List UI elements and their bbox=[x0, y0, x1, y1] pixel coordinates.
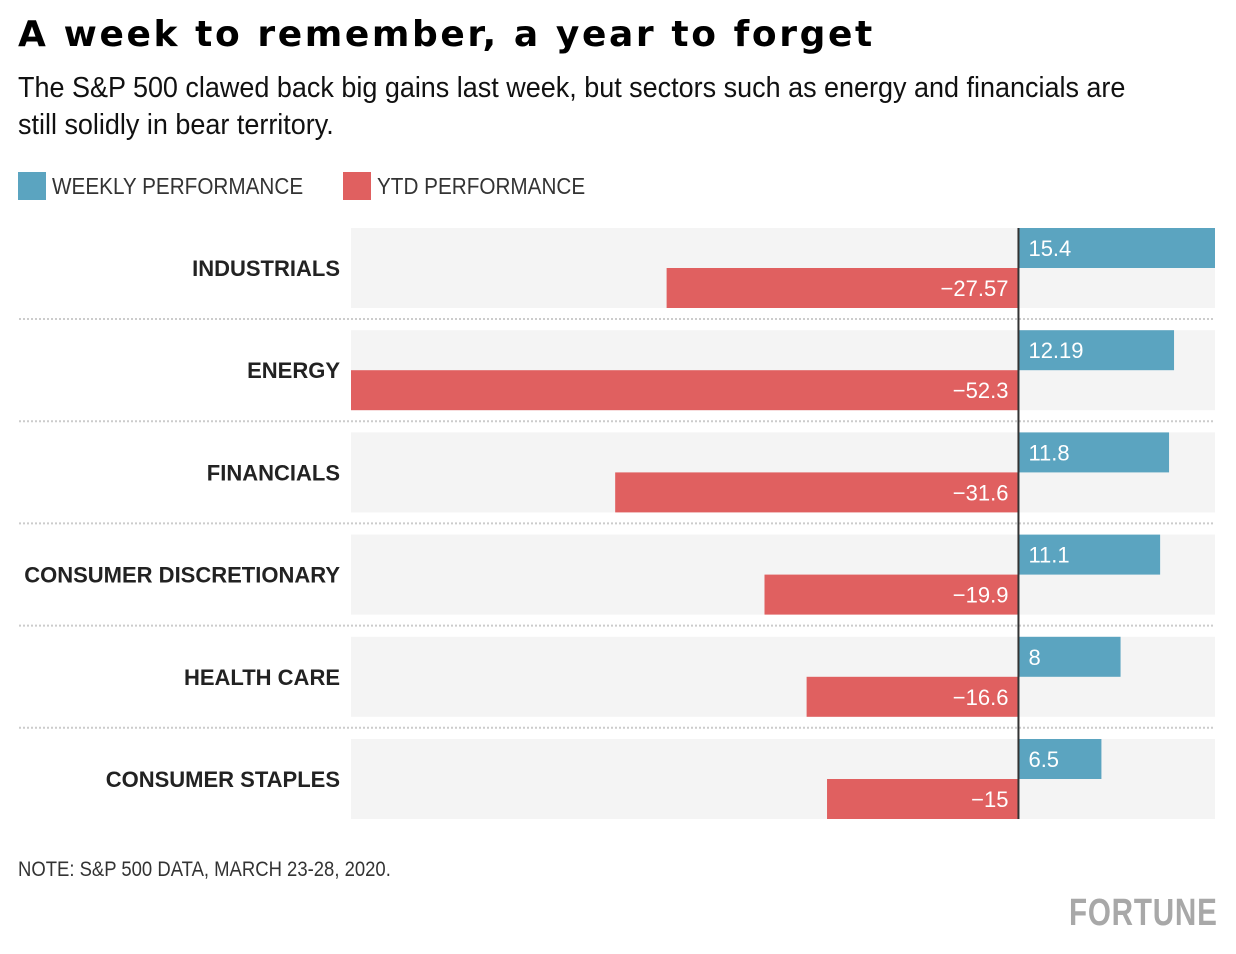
bar-weekly bbox=[1018, 739, 1102, 779]
value-label-ytd: −52.3 bbox=[953, 378, 1009, 403]
bar-weekly bbox=[1018, 432, 1170, 473]
legend-swatch-weekly bbox=[18, 172, 46, 200]
legend-label-weekly: WEEKLY PERFORMANCE bbox=[52, 172, 304, 199]
value-label-weekly: 11.8 bbox=[1028, 440, 1069, 465]
bar-weekly bbox=[1018, 534, 1161, 575]
bar-weekly bbox=[1018, 636, 1121, 677]
bar-ytd bbox=[615, 472, 1019, 513]
bar-ytd bbox=[827, 779, 1019, 819]
value-label-ytd: −15 bbox=[971, 787, 1008, 812]
legend-label-ytd: YTD PERFORMANCE bbox=[377, 172, 586, 199]
legend-swatch-ytd bbox=[343, 172, 372, 200]
brand-logo: FORTUNE bbox=[1069, 892, 1218, 934]
chart-subtitle: The S&P 500 clawed back big gains last w… bbox=[18, 72, 1126, 141]
bar-weekly bbox=[1018, 228, 1215, 268]
value-label-ytd: −31.6 bbox=[953, 480, 1009, 505]
value-label-ytd: −19.9 bbox=[953, 583, 1009, 608]
value-label-ytd: −27.57 bbox=[941, 276, 1009, 301]
value-label-weekly: 15.4 bbox=[1028, 236, 1071, 261]
category-label: ENERGY bbox=[247, 358, 340, 383]
value-label-weekly: 12.19 bbox=[1028, 338, 1083, 363]
chart-title: A week to remember, a year to forget bbox=[18, 14, 875, 55]
category-label: CONSUMER STAPLES bbox=[106, 767, 340, 792]
bar-ytd bbox=[764, 574, 1019, 615]
value-label-weekly: 8 bbox=[1028, 645, 1040, 670]
source-note: NOTE: S&P 500 DATA, MARCH 23-28, 2020. bbox=[18, 858, 391, 881]
bar-ytd bbox=[806, 676, 1019, 717]
value-label-ytd: −16.6 bbox=[953, 685, 1009, 710]
value-label-weekly: 6.5 bbox=[1028, 747, 1059, 772]
legend-item-weekly: WEEKLY PERFORMANCE bbox=[18, 172, 331, 200]
bar-ytd bbox=[351, 370, 1019, 411]
value-label-weekly: 11.1 bbox=[1028, 543, 1069, 568]
category-label: HEALTH CARE bbox=[184, 665, 340, 690]
legend: WEEKLY PERFORMANCE YTD PERFORMANCE bbox=[18, 172, 626, 200]
category-label: INDUSTRIALS bbox=[192, 256, 340, 281]
category-label: FINANCIALS bbox=[207, 460, 340, 485]
category-label: CONSUMER DISCRETIONARY bbox=[24, 563, 340, 588]
legend-item-ytd: YTD PERFORMANCE bbox=[343, 172, 608, 200]
bar-ytd bbox=[666, 268, 1019, 308]
bar-weekly bbox=[1018, 330, 1175, 371]
